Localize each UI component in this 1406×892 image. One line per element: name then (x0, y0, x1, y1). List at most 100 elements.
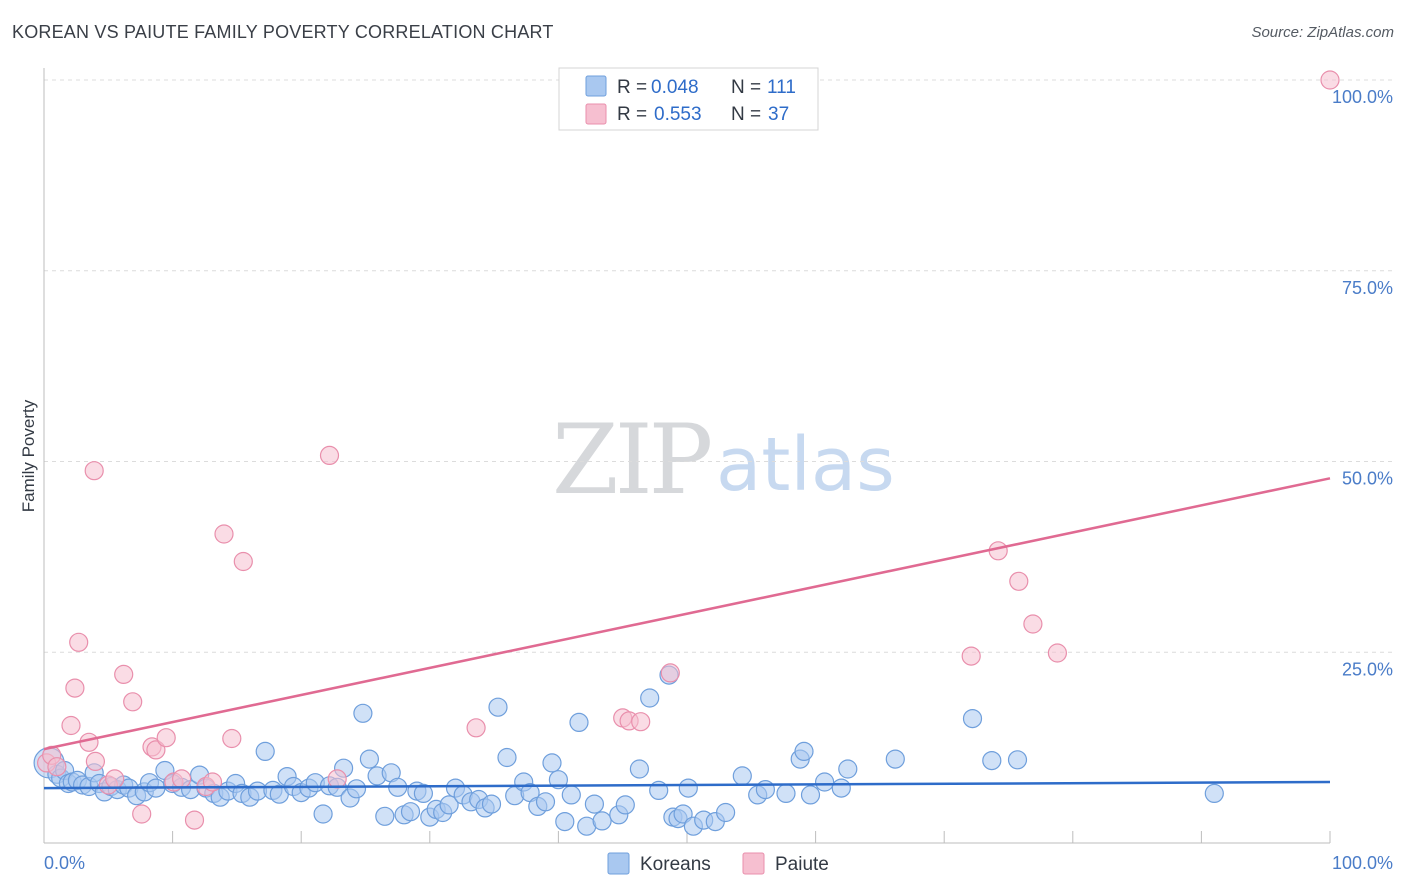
korean-point-74 (542, 753, 562, 773)
korean-point-54 (400, 802, 421, 822)
paiute-point-27 (466, 718, 486, 738)
korean-point-102 (800, 785, 821, 805)
korean-point-47 (353, 703, 373, 723)
paiute-point-10 (114, 664, 134, 685)
legend-n-value-koreans: 111 (767, 77, 796, 98)
korean-point-101 (794, 741, 814, 762)
legend-swatch-paiute (585, 103, 607, 125)
legend-r-value-koreans: 0.048 (651, 77, 699, 98)
paiute-point-2 (47, 757, 67, 777)
korean-point-110 (1204, 783, 1224, 804)
bottom-legend-label-paiute: Paiute (775, 854, 829, 875)
paiute-point-34 (1009, 571, 1029, 591)
series-koreans-points (33, 665, 1224, 836)
y-tick-label-2: 75.0% (1342, 278, 1393, 298)
korean-point-83 (615, 795, 635, 815)
korean-point-91 (678, 778, 698, 798)
paiute-point-24 (84, 461, 104, 481)
korean-point-77 (561, 785, 581, 805)
paiute-point-23 (233, 551, 253, 572)
paiute-point-22 (222, 728, 242, 749)
korean-point-67 (488, 697, 508, 717)
watermark-zip: ZIP (552, 404, 711, 516)
y-tick-label-0: 25.0% (1342, 659, 1393, 679)
legend-n-value-paiute: 37 (768, 104, 789, 125)
y-axis-tick-labels: 25.0% 50.0% 75.0% 100.0% (1332, 87, 1393, 679)
paiute-point-7 (85, 751, 106, 772)
paiute-point-26 (327, 769, 347, 789)
y-tick-label-1: 50.0% (1342, 469, 1393, 489)
trend-lines (43, 477, 1331, 790)
paiute-point-30 (631, 712, 651, 732)
paiute-point-3 (61, 715, 81, 736)
y-tick-label-3: 100.0% (1332, 87, 1393, 107)
korean-point-56 (413, 783, 433, 804)
legend-n-label-paiute: N = (731, 104, 761, 125)
korean-point-103 (814, 772, 835, 792)
paiute-point-31 (660, 663, 680, 683)
legend-bottom: Koreans Paiute (607, 852, 829, 875)
trend-line-koreans (43, 780, 1331, 790)
korean-point-109 (1007, 750, 1028, 770)
paiute-point-21 (214, 524, 234, 544)
legend-swatch-koreans (585, 75, 607, 97)
korean-point-46 (346, 779, 367, 799)
korean-point-80 (584, 794, 605, 814)
korean-point-73 (535, 792, 556, 812)
bottom-legend-label-koreans: Koreans (640, 854, 711, 875)
paiute-point-37 (1320, 70, 1340, 90)
paiute-point-6 (79, 732, 99, 752)
paiute-point-17 (172, 769, 192, 789)
y-axis-label: Family Poverty (19, 399, 38, 512)
paiute-point-18 (184, 810, 205, 830)
korean-point-108 (982, 750, 1002, 771)
paiute-point-11 (123, 692, 143, 712)
bottom-legend-swatch-koreans (607, 852, 630, 875)
korean-point-85 (640, 688, 660, 708)
legend-r-value-paiute: 0.553 (654, 104, 702, 125)
korean-point-78 (569, 712, 589, 733)
korean-point-105 (838, 759, 858, 779)
legend-top: R = 0.048 N = 111 R = 0.553 N = 37 (558, 67, 819, 131)
korean-point-48 (359, 749, 379, 769)
korean-point-104 (831, 778, 851, 798)
watermark-atlas: atlas (716, 422, 895, 508)
korean-point-107 (962, 708, 983, 729)
legend-r-label-paiute: R = (617, 104, 647, 125)
korean-point-95 (715, 802, 736, 823)
x-tick-label-min: 0.0% (44, 853, 85, 873)
korean-point-68 (497, 747, 517, 768)
bottom-legend-swatch-paiute (742, 852, 765, 875)
korean-point-60 (439, 795, 459, 815)
paiute-point-14 (146, 740, 166, 760)
x-tick-label-max: 100.0% (1332, 853, 1393, 873)
series-paiute-points (36, 70, 1340, 830)
chart-source: Source: ZipAtlas.com (1251, 24, 1394, 41)
x-axis-tick-labels: 0.0% 100.0% (44, 853, 1393, 873)
korean-point-75 (548, 770, 569, 790)
paiute-point-32 (961, 646, 981, 666)
korean-point-41 (313, 804, 333, 824)
korean-point-90 (673, 804, 693, 824)
korean-point-99 (776, 783, 796, 804)
trend-line-paiute (43, 477, 1331, 751)
legend-n-label-koreans: N = (731, 77, 761, 98)
paiute-point-9 (105, 769, 125, 789)
korean-point-66 (481, 794, 502, 814)
korean-point-50 (375, 806, 395, 826)
paiute-point-25 (319, 445, 340, 465)
paiute-point-36 (1047, 643, 1068, 663)
legend-r-label-koreans: R = (617, 77, 647, 98)
korean-point-81 (592, 811, 612, 831)
chart-title: KOREAN VS PAIUTE FAMILY POVERTY CORRELAT… (12, 22, 554, 42)
korean-point-84 (629, 759, 650, 779)
korean-point-76 (555, 811, 575, 832)
korean-point-96 (732, 766, 752, 786)
paiute-point-5 (69, 632, 89, 652)
paiute-point-33 (988, 541, 1008, 561)
korean-point-33 (255, 741, 275, 762)
paiute-point-4 (65, 678, 85, 698)
paiute-point-35 (1023, 614, 1043, 634)
paiute-point-15 (156, 728, 176, 748)
